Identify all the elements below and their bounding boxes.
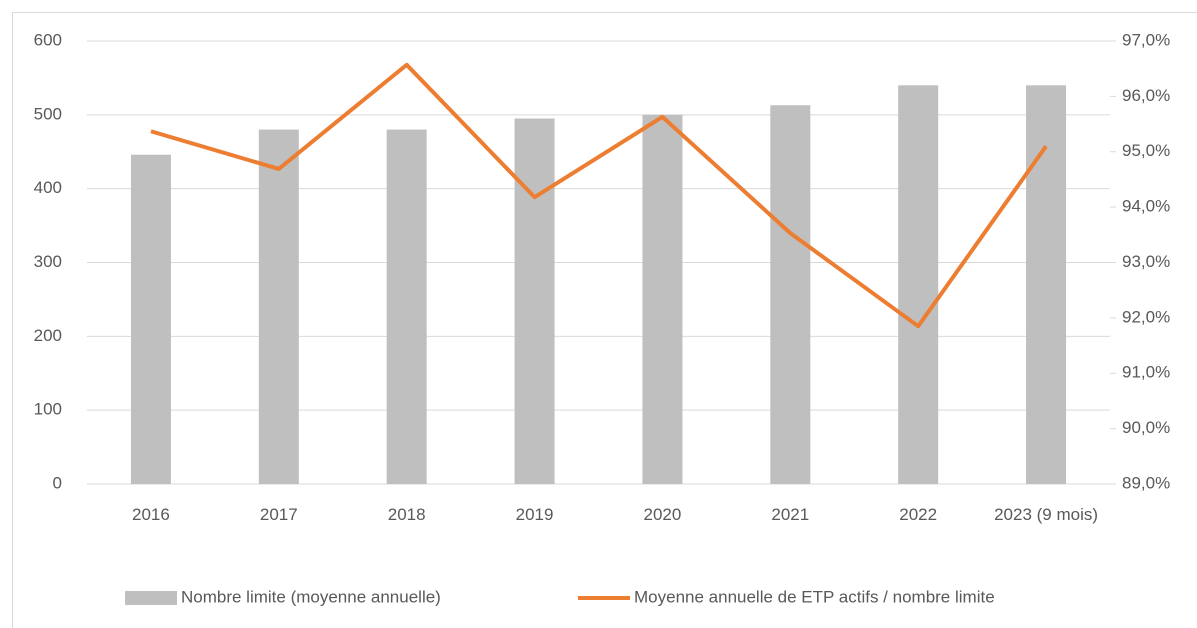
y2-tick-label: 91,0% (1122, 363, 1170, 382)
x-tick-label-box: 2018 (387, 505, 426, 524)
bar (770, 105, 811, 485)
x-tick-label-box: 2020 (643, 505, 682, 524)
y-tick-label: 0 (53, 473, 62, 492)
y2-tick-label: 92,0% (1122, 307, 1170, 326)
bar (258, 129, 299, 484)
x-tick-label: 2023 (9 mois) (994, 505, 1099, 524)
y2-tick-label: 95,0% (1122, 141, 1170, 160)
x-tick-label-box: 2022 (899, 505, 938, 524)
line (150, 62, 1048, 329)
chart-frame (12, 12, 1197, 628)
y-tick-label: 400 (34, 178, 62, 197)
bar (130, 154, 171, 484)
y-tick-label: 200 (34, 326, 62, 345)
y2-tick-label: 97,0% (1122, 30, 1170, 49)
y-tick-label: 100 (34, 400, 62, 419)
x-tick-label-box: 2019 (515, 505, 554, 524)
bar (514, 118, 555, 485)
x-tick-label-box: 2016 (132, 505, 170, 524)
y2-tick-label: 96,0% (1122, 86, 1170, 105)
x-tick-label-box: 2023 (9 mois) (994, 505, 1099, 524)
x-tick-label: 2020 (643, 505, 682, 524)
x-tick-label: 2019 (515, 505, 554, 524)
legend-label: Moyenne annuelle de ETP actifs / nombre … (634, 587, 995, 606)
bar (642, 114, 683, 484)
x-tick-label: 2017 (259, 505, 298, 524)
bar (386, 129, 427, 484)
x-tick-label: 2016 (132, 505, 170, 524)
y-tick-label: 300 (34, 252, 62, 271)
x-tick-label: 2018 (387, 505, 426, 524)
legend-swatch (125, 591, 177, 605)
y2-tick-label: 94,0% (1122, 197, 1170, 216)
x-tick-label: 2022 (899, 505, 938, 524)
y-tick-label: 500 (34, 104, 62, 123)
legend-label: Nombre limite (moyenne annuelle) (181, 587, 441, 606)
y-tick-label: 600 (34, 30, 62, 49)
y2-tick-label: 90,0% (1122, 418, 1170, 437)
y2-tick-label: 89,0% (1122, 473, 1170, 492)
bar (898, 85, 939, 485)
x-tick-label: 2021 (771, 505, 810, 524)
y2-tick-label: 93,0% (1122, 252, 1170, 271)
bar (1026, 85, 1067, 485)
x-tick-label-box: 2017 (259, 505, 298, 524)
x-tick-label-box: 2021 (771, 505, 810, 524)
